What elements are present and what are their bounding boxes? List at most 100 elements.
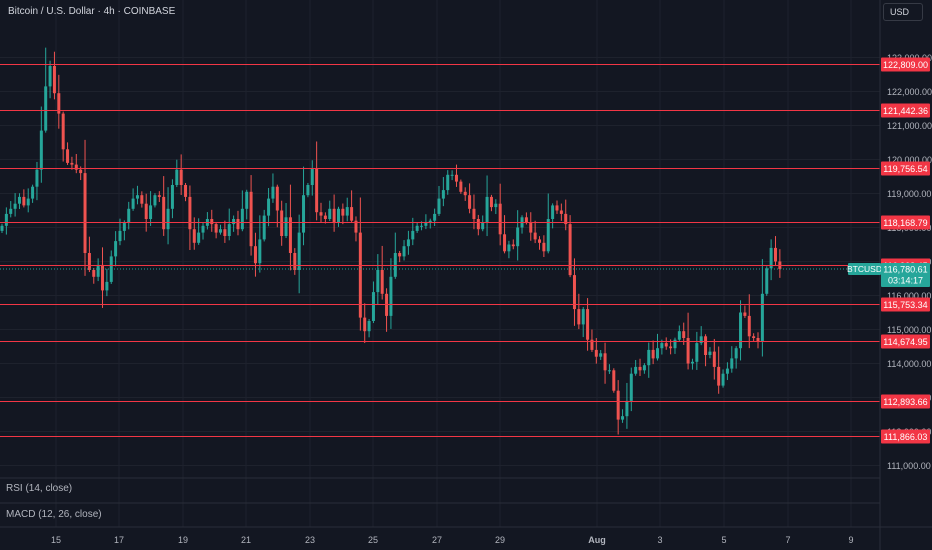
candle-body bbox=[428, 220, 432, 223]
currency-button[interactable]: USD bbox=[883, 3, 923, 21]
level-tag-label: 112,893.66 bbox=[883, 397, 927, 407]
candle-body bbox=[245, 191, 249, 209]
candle-body bbox=[551, 205, 555, 219]
price-tick-label: 114,000.00 bbox=[887, 359, 931, 369]
candle-body bbox=[345, 207, 349, 216]
candle-body bbox=[647, 349, 651, 366]
candle-body bbox=[101, 264, 105, 291]
price-tick-label: 120,000.00 bbox=[887, 155, 932, 165]
candle-body bbox=[162, 196, 166, 230]
price-tick-label: 111,000.00 bbox=[887, 461, 931, 471]
candle-body bbox=[586, 309, 590, 340]
time-tick-label: 19 bbox=[178, 535, 188, 545]
candle-body bbox=[725, 368, 729, 374]
level-tag bbox=[881, 297, 930, 312]
candle-body bbox=[249, 191, 253, 247]
candle-body bbox=[590, 339, 594, 350]
candle-body bbox=[223, 229, 227, 236]
candle-body bbox=[433, 213, 437, 221]
candle-body bbox=[70, 162, 74, 165]
candle-body bbox=[747, 315, 751, 337]
level-tag bbox=[881, 334, 930, 349]
candle-body bbox=[175, 169, 179, 185]
candle-body bbox=[677, 331, 681, 340]
candle-body bbox=[371, 292, 375, 321]
price-tick-label: 122,000.00 bbox=[887, 87, 932, 97]
candle-body bbox=[380, 270, 384, 294]
level-tag-label: 119,756.54 bbox=[883, 164, 927, 174]
candle-body bbox=[424, 222, 428, 226]
candle-body bbox=[468, 195, 472, 209]
price-tick-label: 119,000.00 bbox=[887, 189, 931, 199]
candle-body bbox=[402, 246, 406, 257]
candle-body bbox=[406, 239, 410, 247]
candle-body bbox=[420, 225, 424, 227]
macd-indicator-label[interactable]: MACD (12, 26, close) bbox=[6, 509, 102, 520]
candle-body bbox=[127, 208, 131, 223]
candle-body bbox=[564, 213, 568, 225]
candle-body bbox=[494, 203, 498, 208]
candle-body bbox=[140, 195, 144, 204]
candle-body bbox=[542, 242, 546, 252]
candle-body bbox=[9, 208, 13, 214]
level-tag bbox=[881, 57, 930, 72]
candle-body bbox=[363, 317, 367, 332]
rsi-indicator-label[interactable]: RSI (14, close) bbox=[6, 483, 73, 494]
candle-body bbox=[262, 215, 266, 240]
candle-body bbox=[197, 232, 201, 243]
price-tick-label: 115,000.00 bbox=[887, 325, 931, 335]
price-levels bbox=[0, 64, 880, 437]
candle-body bbox=[559, 210, 563, 214]
candle-body bbox=[267, 198, 271, 216]
candle-body bbox=[638, 366, 642, 371]
candle-body bbox=[651, 349, 655, 359]
candle-body bbox=[354, 220, 358, 233]
time-tick-label: 3 bbox=[657, 535, 662, 545]
time-tick-label: 23 bbox=[305, 535, 315, 545]
candle-body bbox=[358, 232, 362, 318]
candle-body bbox=[572, 275, 576, 310]
time-tick-label: 5 bbox=[721, 535, 726, 545]
current-price-tag bbox=[881, 262, 930, 287]
candle-body bbox=[288, 217, 292, 253]
time-tick-label: 25 bbox=[368, 535, 378, 545]
level-tag-label: 111,866.03 bbox=[884, 432, 928, 442]
time-axis: 15 17 19 21 23 25 27 29 Aug 3 5 7 9 bbox=[51, 535, 854, 545]
candle-body bbox=[612, 370, 616, 391]
candle-body bbox=[721, 373, 725, 386]
candle-body bbox=[739, 312, 743, 349]
candle-body bbox=[669, 346, 673, 349]
time-tick-label: 7 bbox=[785, 535, 790, 545]
level-tag bbox=[881, 394, 930, 409]
candle-body bbox=[236, 219, 240, 230]
candle-body bbox=[87, 253, 91, 270]
level-tag-label: 118,168.79 bbox=[883, 218, 927, 228]
candle-body bbox=[170, 185, 174, 209]
candle-body bbox=[708, 351, 712, 355]
candle-body bbox=[712, 351, 716, 367]
time-tick-label: 17 bbox=[114, 535, 124, 545]
candle-body bbox=[118, 230, 122, 242]
candle-body bbox=[704, 336, 708, 355]
candle-body bbox=[594, 349, 598, 357]
candle-body bbox=[280, 210, 284, 236]
candle-body bbox=[415, 225, 419, 231]
candle-body bbox=[179, 169, 183, 185]
candle-body bbox=[616, 390, 620, 420]
candle-body bbox=[441, 190, 445, 199]
candle-body bbox=[105, 281, 109, 291]
level-tag-label: 114,674.95 bbox=[883, 337, 927, 347]
candle-body bbox=[17, 196, 21, 204]
candle-body bbox=[188, 196, 192, 230]
candle-body bbox=[607, 370, 611, 372]
time-tick-label: 27 bbox=[432, 535, 442, 545]
candle-body bbox=[83, 173, 87, 253]
level-tag-label: 122,809.00 bbox=[883, 60, 928, 70]
candle-body bbox=[31, 186, 35, 199]
candle-body bbox=[603, 353, 607, 371]
candle-body bbox=[376, 270, 380, 293]
candle-body bbox=[459, 181, 463, 192]
candle-body bbox=[201, 225, 205, 233]
